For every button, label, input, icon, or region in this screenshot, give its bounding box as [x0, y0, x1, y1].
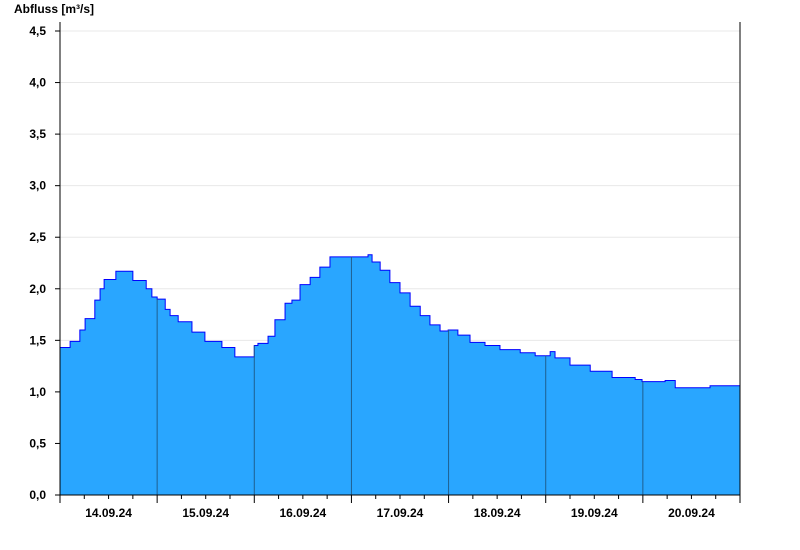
series-area-abfluss [60, 254, 740, 495]
y-tick-label: 3,5 [29, 127, 46, 141]
series-line-abfluss [60, 254, 741, 389]
x-tick-label: 18.09.24 [474, 506, 521, 520]
y-tick-label: 4,5 [29, 24, 46, 38]
x-tick-label: 19.09.24 [571, 506, 618, 520]
y-tick-label: 3,0 [29, 179, 46, 193]
y-tick-label: 0,0 [29, 488, 46, 502]
x-tick-label: 15.09.24 [182, 506, 229, 520]
y-tick-label: 4,0 [29, 76, 46, 90]
y-axis-title: Abfluss [m³/s] [14, 2, 94, 16]
y-tick-label: 1,0 [29, 385, 46, 399]
y-tick-label: 0,5 [29, 436, 46, 450]
x-tick-label: 17.09.24 [377, 506, 424, 520]
y-tick-label: 2,5 [29, 230, 46, 244]
x-tick-label: 14.09.24 [85, 506, 132, 520]
y-tick-label: 2,0 [29, 282, 46, 296]
x-tick-label: 16.09.24 [279, 506, 326, 520]
x-tick-label: 20.09.24 [668, 506, 715, 520]
y-tick-label: 1,5 [29, 333, 46, 347]
